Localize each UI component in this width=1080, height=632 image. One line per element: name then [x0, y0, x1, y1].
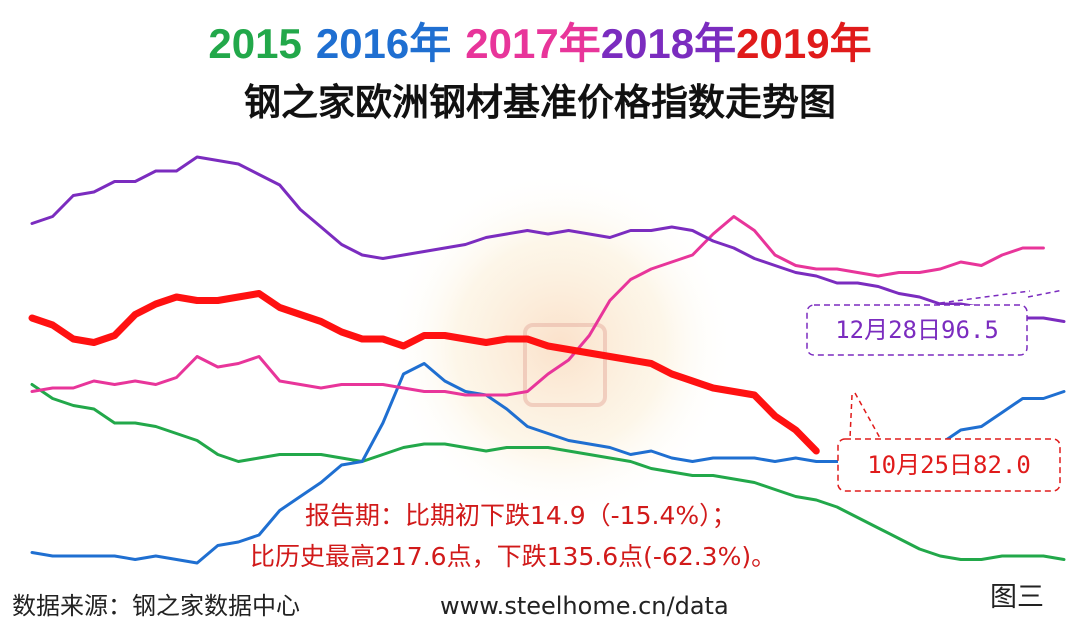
- callout-connector-2018b: [939, 290, 1031, 304]
- callout-2018-text: 12月28日96.5: [835, 316, 999, 344]
- title-year-2: 2017年: [465, 20, 600, 67]
- data-url: www.steelhome.cn/data: [440, 592, 729, 620]
- callout-connector-2019: [854, 392, 881, 439]
- figure-label: 图三: [990, 582, 1044, 613]
- series-line-2017年: [30, 215, 1045, 397]
- series-line-2018年: [30, 155, 1066, 323]
- callout-connector-2019b: [849, 394, 853, 439]
- chart-title-years: 2015 2016年 2017年2018年2019年: [208, 20, 871, 67]
- callout-2019: 10月25日82.0: [837, 438, 1061, 492]
- report-note-2: 比历史最高217.6点，下跌135.6点(-62.3%)。: [250, 542, 776, 571]
- callout-2019-text: 10月25日82.0: [867, 451, 1031, 479]
- series-line-2015: [30, 383, 1066, 561]
- title-year-3: 2018年: [601, 20, 736, 67]
- callout-connector-2018: [1027, 289, 1064, 298]
- plot-area: [28, 155, 1066, 565]
- series-line-2019年: [28, 290, 820, 455]
- chart-title: 钢之家欧洲钢材基准价格指数走势图: [244, 81, 836, 124]
- callout-connectors: [849, 289, 1064, 439]
- callout-2018: 12月28日96.5: [806, 304, 1028, 356]
- title-year-1: 2016年: [316, 20, 451, 67]
- title-year-4: 2019年: [736, 20, 871, 67]
- title-year-0: 2015: [208, 20, 301, 67]
- report-note-1: 报告期：比期初下跌14.9（-15.4%）；: [305, 501, 737, 530]
- data-source: 数据来源：钢之家数据中心: [12, 592, 300, 620]
